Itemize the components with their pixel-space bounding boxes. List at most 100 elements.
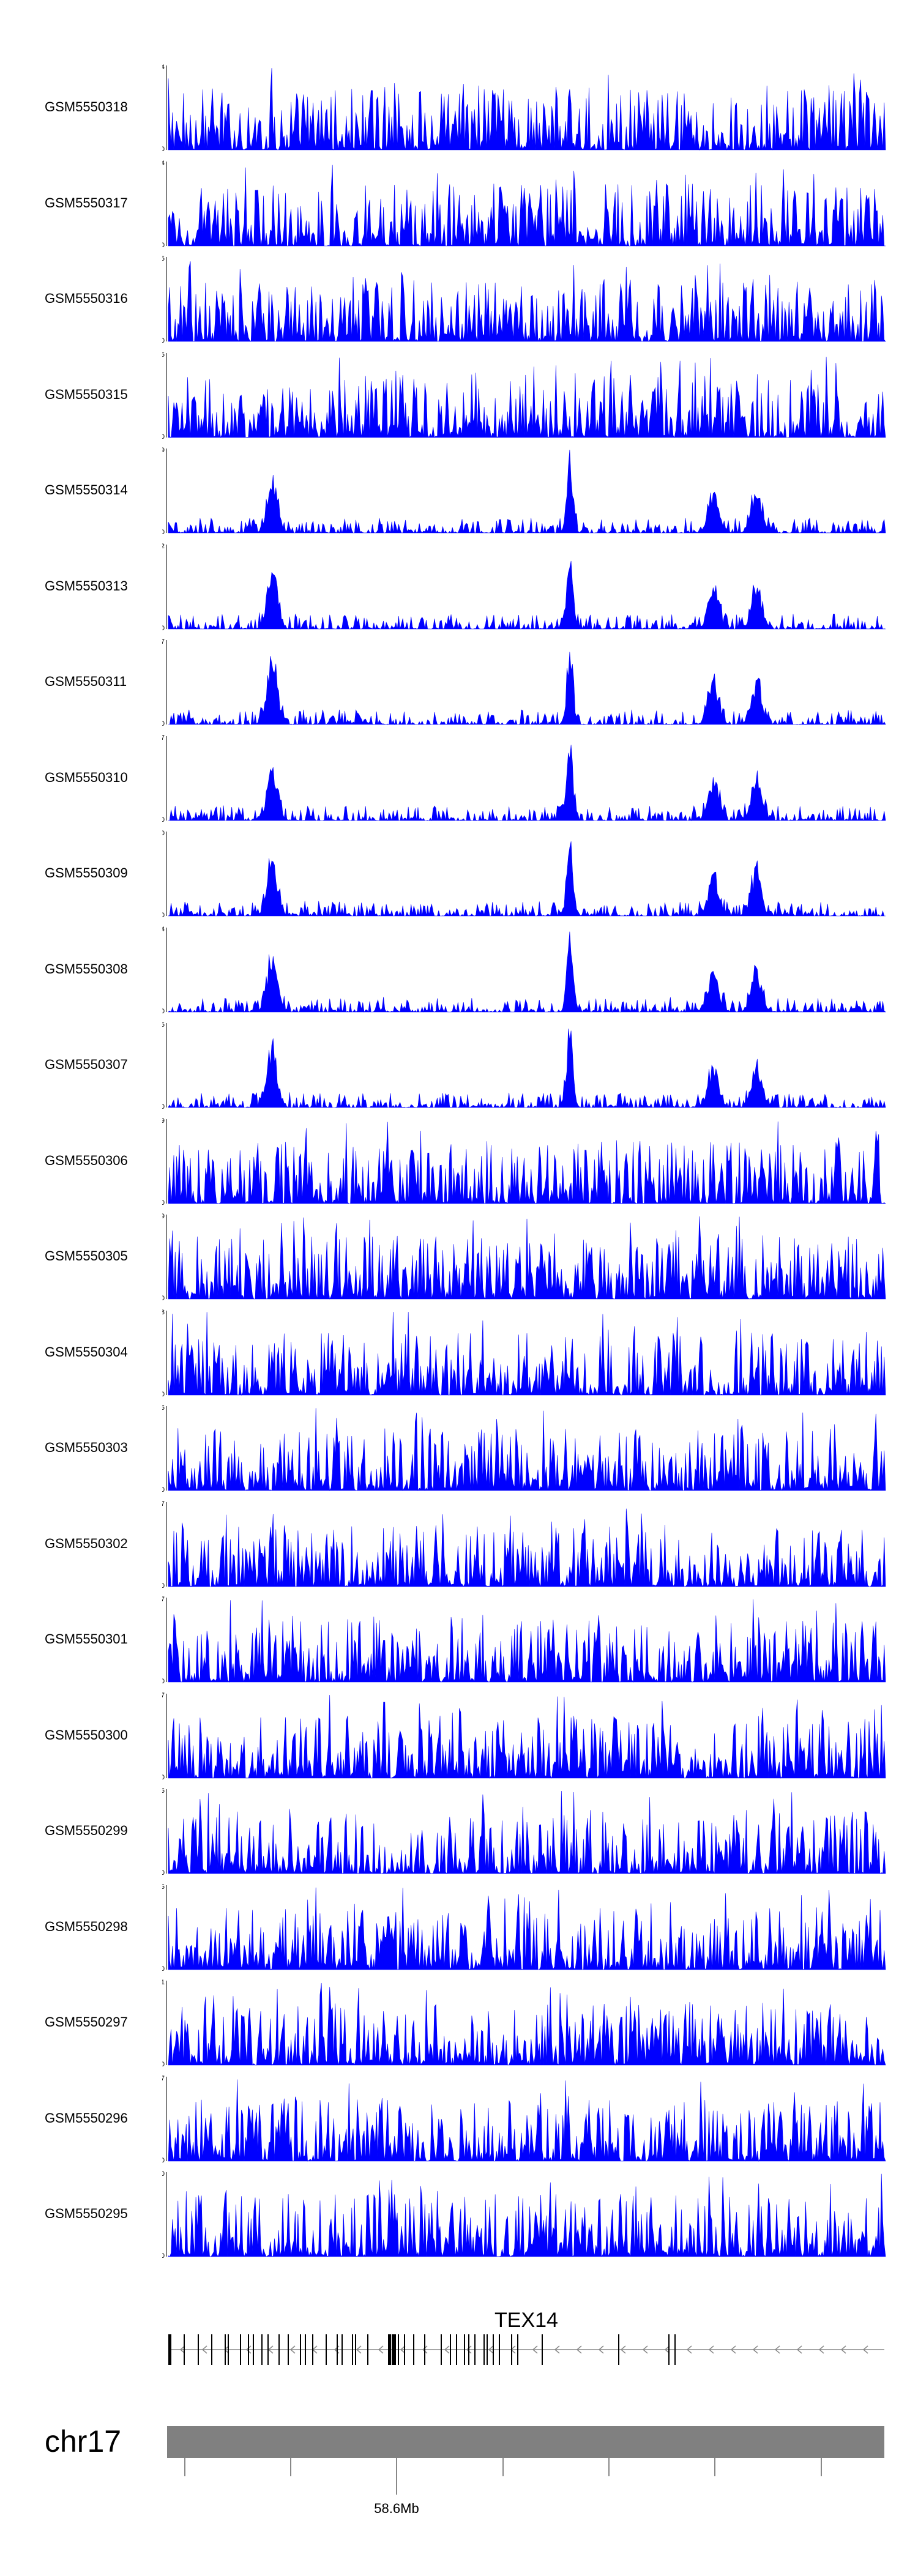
track-plot: 60 (162, 1405, 886, 1494)
gene-exon (424, 2334, 425, 2365)
signal-area (168, 449, 886, 534)
strand-chevron-icon (862, 2345, 868, 2354)
strand-chevron-icon (818, 2345, 824, 2354)
signal-area (168, 560, 886, 630)
y-max-label: 15 (162, 1022, 165, 1029)
y-max-label: 19 (162, 447, 165, 454)
y-max-label: 4 (162, 64, 165, 71)
track-plot: 80 (162, 1309, 886, 1398)
track-label: GSM5550295 (45, 2206, 128, 2221)
track-plot: 70 (162, 1692, 886, 1781)
track-plot: 70 (162, 1596, 886, 1685)
signal-track: GSM5550297 11 0 (0, 1979, 918, 2075)
gene-model: TEX14 (168, 2309, 884, 2365)
y-min-label: 0 (162, 1391, 165, 1398)
gene-exon (542, 2334, 543, 2365)
strand-chevron-icon (774, 2345, 780, 2354)
track-label: GSM5550301 (45, 1631, 128, 1647)
y-max-label: 7 (162, 1692, 165, 1699)
gene-exon (198, 2334, 199, 2365)
signal-track: GSM5550308 24 0 (0, 926, 918, 1022)
signal-area (168, 68, 886, 151)
y-min-label: 0 (162, 1295, 165, 1302)
gene-exon (261, 2334, 263, 2365)
y-max-label: 7 (162, 1596, 165, 1603)
gene-exon (474, 2334, 476, 2365)
gene-exon (487, 2334, 488, 2365)
y-max-label: 10 (162, 2171, 165, 2178)
y-min-label: 0 (162, 816, 165, 824)
track-plot: 10 0 (162, 2171, 886, 2260)
y-max-label: 4 (162, 160, 165, 167)
track-label: GSM5550303 (45, 1440, 128, 1455)
y-max-label: 9 (162, 1118, 165, 1125)
gene-exon (248, 2334, 249, 2365)
y-max-label: 24 (162, 926, 165, 933)
signal-track: GSM5550313 32 0 (0, 543, 918, 639)
y-max-label: 17 (162, 639, 165, 646)
signal-area (168, 1216, 886, 1300)
gene-exon (225, 2334, 226, 2365)
y-max-label: 8 (162, 1309, 165, 1316)
gene-exon (468, 2334, 469, 2365)
chromosome-axis-panel: chr17 58.6Mb (0, 2408, 918, 2530)
track-label: GSM5550308 (45, 961, 128, 977)
y-max-label: 27 (162, 735, 165, 742)
signal-track: GSM5550305 9 0 (0, 1213, 918, 1309)
gene-exon (464, 2334, 465, 2365)
track-plot: 60 (162, 1884, 886, 1973)
track-plot: 19 0 (162, 447, 886, 536)
y-min-label: 0 (162, 2061, 165, 2068)
y-max-label: 6 (162, 1405, 165, 1412)
y-max-label: 9 (162, 1213, 165, 1220)
strand-chevron-icon (400, 2345, 406, 2354)
gene-exon (388, 2334, 391, 2365)
track-plot: 27 0 (162, 735, 886, 824)
gene-exon (517, 2334, 518, 2365)
track-plot: 90 (162, 1213, 886, 1302)
y-max-label: 5 (162, 256, 165, 262)
track-plot: 60 (162, 1788, 886, 1877)
track-plot: 20 0 (162, 830, 886, 919)
chromosome-axis: 58.6Mb (167, 2426, 884, 2516)
track-label: GSM5550300 (45, 1727, 128, 1743)
track-plot: 50 (162, 352, 886, 441)
gene-exon (668, 2334, 670, 2365)
gene-exon (211, 2334, 212, 2365)
gene-exon (511, 2334, 512, 2365)
track-label: GSM5550307 (45, 1057, 128, 1072)
signal-track: GSM5550306 9 0 (0, 1118, 918, 1214)
gene-exon (413, 2334, 414, 2365)
signal-track: GSM5550307 15 0 (0, 1022, 918, 1118)
track-label: GSM5550318 (45, 99, 128, 114)
gene-exon (395, 2334, 396, 2365)
y-min-label: 0 (162, 625, 165, 632)
strand-chevron-icon (201, 2345, 207, 2354)
gene-exon (441, 2334, 442, 2365)
signal-track: GSM5550310 27 0 (0, 735, 918, 831)
gene-exon (355, 2334, 356, 2365)
signal-track: GSM5550301 7 0 (0, 1596, 918, 1692)
y-max-label: 6 (162, 1884, 165, 1891)
track-plot: 17 0 (162, 639, 886, 728)
track-plot: 15 0 (162, 1022, 886, 1111)
gene-exon (674, 2334, 676, 2365)
y-min-label: 0 (162, 1008, 165, 1015)
y-min-label: 0 (162, 146, 165, 153)
y-min-label: 0 (162, 433, 165, 441)
track-label: GSM5550296 (45, 2110, 128, 2126)
signal-area (168, 744, 886, 821)
axis-tick-label: 58.6Mb (374, 2501, 419, 2516)
gene-exon (618, 2334, 619, 2365)
gene-exon (300, 2334, 301, 2365)
y-max-label: 11 (162, 1979, 165, 1986)
gene-exon (483, 2334, 485, 2365)
strand-chevron-icon (796, 2345, 802, 2354)
strand-chevron-icon (620, 2345, 626, 2354)
track-label: GSM5550315 (45, 386, 128, 402)
gene-exon (398, 2334, 399, 2365)
gene-exon (312, 2334, 313, 2365)
signal-area (168, 1887, 886, 1970)
y-max-label: 32 (162, 543, 165, 550)
strand-chevron-icon (245, 2345, 252, 2354)
